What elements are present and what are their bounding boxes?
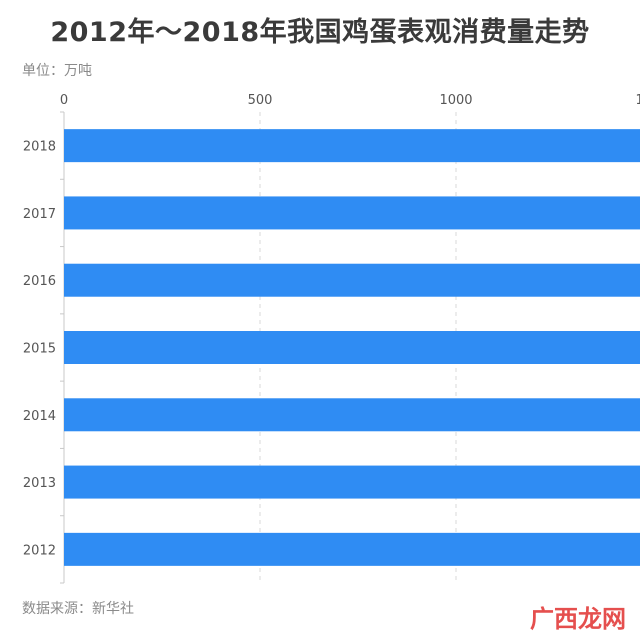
y-tick-label: 2015 [23, 342, 56, 357]
y-tick-label: 2018 [23, 140, 56, 155]
bar [64, 398, 640, 432]
x-tick-label: 1000 [439, 93, 472, 108]
bar [64, 532, 640, 566]
chart-title: 2012年～2018年我国鸡蛋表观消费量走势 [50, 17, 590, 48]
watermark-logo: 广西龙网 [530, 604, 626, 633]
x-tick-label: 0 [60, 93, 68, 108]
y-tick-label: 2014 [23, 409, 56, 424]
bar [64, 196, 640, 230]
y-tick-label: 2012 [23, 543, 56, 558]
bar [64, 129, 640, 163]
y-tick-label: 2016 [23, 274, 56, 289]
x-tick-label: 500 [248, 93, 273, 108]
bar [64, 331, 640, 364]
x-tick-label: 1500 [635, 93, 640, 108]
y-tick-label: 2013 [23, 476, 56, 491]
bar [64, 263, 640, 297]
bar [64, 465, 640, 499]
source-label: 数据来源：新华社 [22, 601, 134, 617]
unit-label: 单位：万吨 [22, 63, 92, 79]
y-tick-label: 2017 [23, 207, 56, 222]
